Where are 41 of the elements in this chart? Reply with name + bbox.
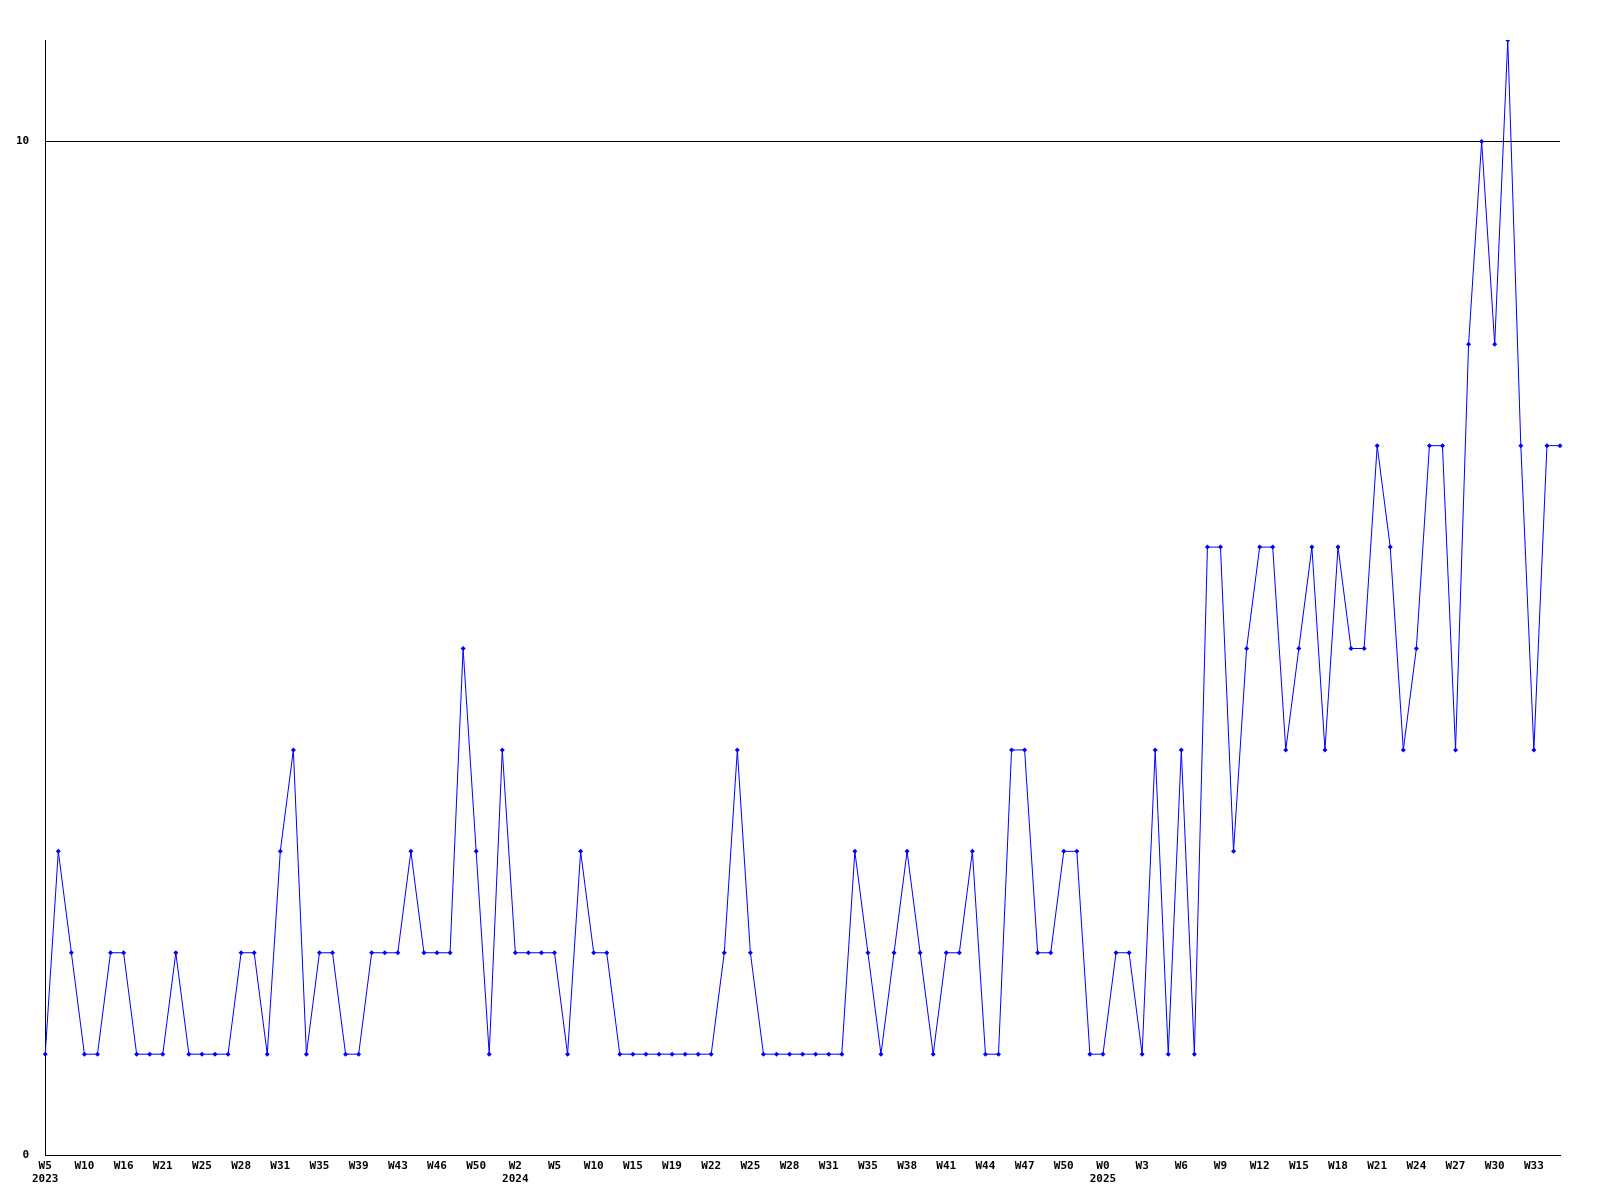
x-tick-label: W18: [1328, 1159, 1348, 1173]
x-tick-label: W12: [1249, 1159, 1270, 1173]
x-tick-label: W31: [818, 1159, 840, 1173]
y-tick-label: 10: [16, 134, 30, 148]
x-tick-label: W19: [662, 1159, 682, 1173]
x-tick-label: W44: [975, 1159, 996, 1173]
x-tick-label: W3: [1135, 1159, 1149, 1173]
x-tick-label: W28: [231, 1159, 252, 1173]
x-tick-label: W25: [192, 1159, 212, 1173]
x-tick-label: W30: [1484, 1159, 1505, 1173]
x-tick-label: W31: [270, 1159, 291, 1173]
x-tick-label: W24: [1406, 1159, 1427, 1173]
x-tick-label: W15: [622, 1159, 643, 1173]
x-tick-label: W16: [113, 1159, 134, 1173]
x-tick-label: W21: [1367, 1159, 1388, 1173]
x-tick-label: W35: [857, 1159, 878, 1173]
x-tick-label: W0 2025: [1089, 1159, 1117, 1186]
x-tick-label: W5: [547, 1159, 562, 1173]
x-tick-label: W35: [309, 1159, 330, 1173]
x-tick-label: W2 2024: [502, 1159, 529, 1186]
x-tick-label: W27: [1445, 1159, 1466, 1173]
x-tick-label: W47: [1014, 1159, 1035, 1173]
x-tick-label: W21: [152, 1159, 174, 1173]
x-tick-label: W50: [1053, 1159, 1074, 1173]
x-tick-label: W10: [74, 1159, 95, 1173]
x-tick-label: W38: [897, 1159, 918, 1173]
x-tick-label: W22: [701, 1159, 722, 1173]
x-tick-label: W33: [1523, 1159, 1544, 1173]
x-tick-label: W50: [466, 1159, 487, 1173]
x-tick-label: W28: [779, 1159, 800, 1173]
x-tick-label: W46: [427, 1159, 448, 1173]
x-tick-label: W9: [1213, 1159, 1228, 1173]
x-tick-label: W43: [387, 1159, 408, 1173]
y-tick-label: 0: [22, 1148, 30, 1162]
x-tick-label: W39: [348, 1159, 369, 1173]
x-tick-label: W10: [583, 1159, 604, 1173]
x-tick-label: W6: [1174, 1159, 1189, 1173]
x-tick-label: W25: [740, 1159, 761, 1173]
x-tick-label: W5 2023: [32, 1159, 59, 1186]
x-tick-label: W15: [1288, 1159, 1309, 1173]
x-tick-label: W41: [936, 1159, 957, 1173]
